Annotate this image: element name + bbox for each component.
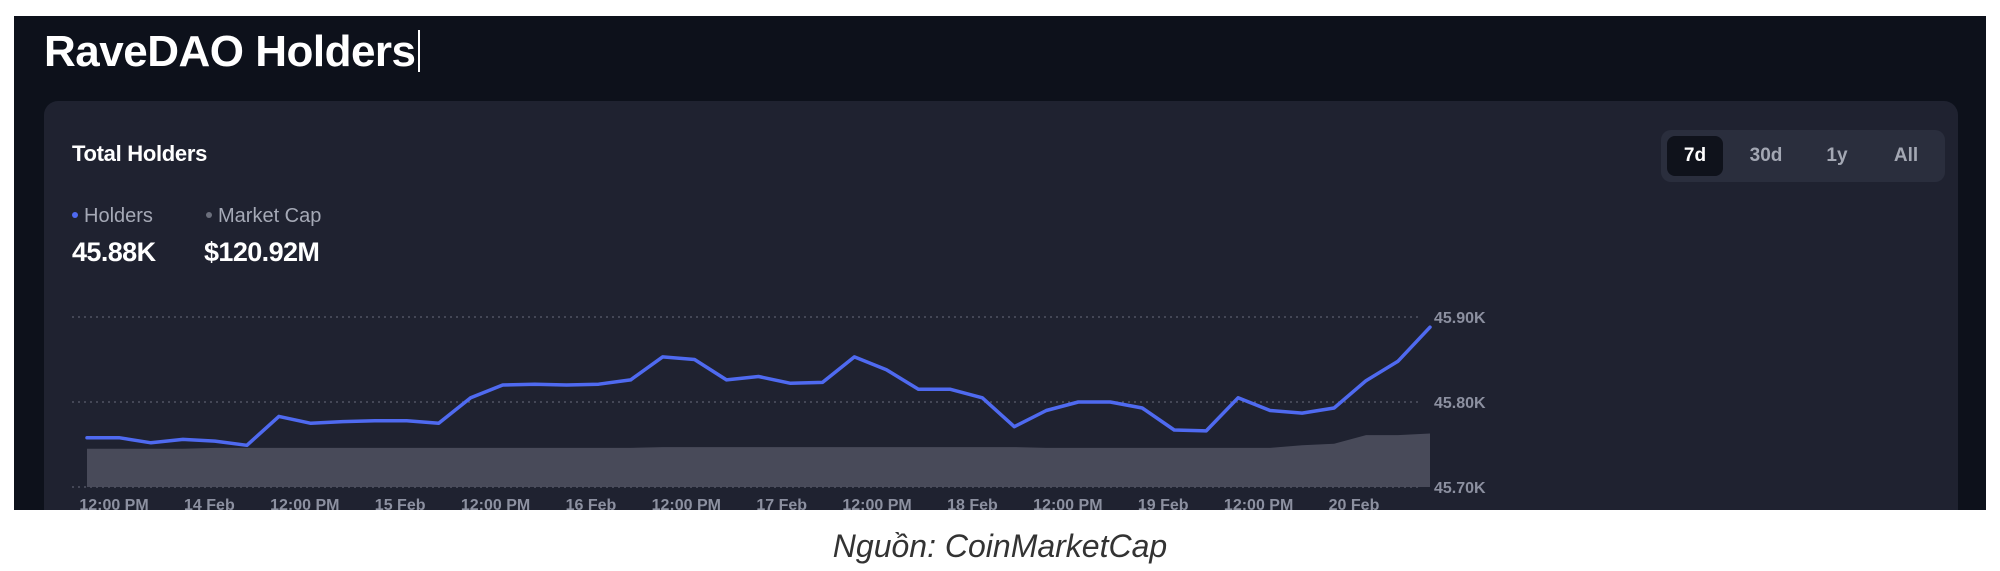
- source-caption: Nguồn: CoinMarketCap: [832, 528, 1168, 564]
- legend-holders-label: Holders: [84, 205, 153, 227]
- range-7d-button[interactable]: 7d: [1667, 136, 1723, 176]
- legend-market-cap[interactable]: Market Cap: [206, 205, 321, 228]
- x-tick-label: 12:00 PM: [1033, 497, 1102, 510]
- x-tick-label: 18 Feb: [947, 497, 998, 510]
- legend-market-cap-label: Market Cap: [218, 205, 322, 227]
- holders-chart-card: Total Holders 7d 30d 1y All Holders Mark…: [44, 101, 1958, 510]
- x-tick-label: 14 Feb: [184, 497, 235, 510]
- range-1y-button[interactable]: 1y: [1826, 145, 1848, 166]
- legend-holders[interactable]: Holders: [72, 205, 153, 228]
- x-tick-label: 12:00 PM: [270, 497, 339, 510]
- holders-dot-icon: [72, 212, 78, 218]
- app-screen: RaveDAO Holders Total Holders 7d 30d 1y …: [14, 16, 1986, 510]
- x-tick-label: 12:00 PM: [842, 497, 911, 510]
- page-title: RaveDAO Holders: [44, 22, 420, 82]
- x-tick-label: 12:00 PM: [1224, 497, 1293, 510]
- y-tick-label: 45.70K: [1434, 480, 1486, 497]
- text-caret: [417, 30, 420, 72]
- holders-series-line: [85, 325, 1432, 448]
- x-tick-label: 12:00 PM: [461, 497, 530, 510]
- x-tick-label: 19 Feb: [1138, 497, 1189, 510]
- x-tick-label: 16 Feb: [566, 497, 617, 510]
- holders-value: 45.88K: [72, 237, 156, 267]
- page-title-text: RaveDAO Holders: [44, 27, 416, 76]
- market-cap-area: [87, 433, 1430, 487]
- range-30d-button[interactable]: 30d: [1749, 145, 1783, 166]
- time-range-selector: 7d 30d 1y All: [1661, 130, 1945, 182]
- y-tick-label: 45.80K: [1434, 395, 1486, 412]
- x-tick-label: 12:00 PM: [79, 497, 148, 510]
- card-title: Total Holders: [72, 141, 208, 166]
- x-tick-label: 15 Feb: [375, 497, 426, 510]
- holders-line-chart[interactable]: 45.90K 45.80K 45.70K 12:00 PM 14 Feb 12:00 PM…: [44, 101, 1958, 510]
- y-tick-label: 45.90K: [1434, 310, 1486, 327]
- market-cap-value: $120.92M: [204, 237, 320, 267]
- x-tick-label: 17 Feb: [756, 497, 807, 510]
- market-cap-dot-icon: [206, 212, 212, 218]
- x-tick-label: 20 Feb: [1329, 497, 1380, 510]
- x-tick-label: 12:00 PM: [652, 497, 721, 510]
- range-all-button[interactable]: All: [1893, 145, 1919, 166]
